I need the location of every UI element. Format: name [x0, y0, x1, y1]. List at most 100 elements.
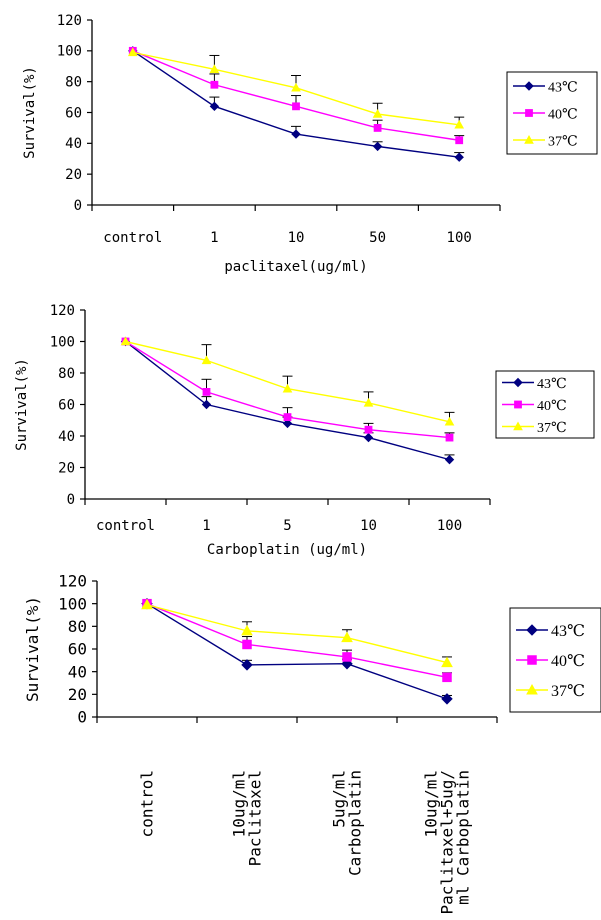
x-tick-label: 50: [369, 230, 386, 246]
y-tick-label: 120: [50, 303, 75, 319]
x-tick-label: control: [138, 770, 157, 837]
data-point: [454, 119, 465, 129]
y-tick-label: 0: [67, 492, 75, 508]
legend: 43℃ 40℃ 37℃: [495, 370, 595, 439]
series-line: [146, 604, 448, 664]
legend-label: 40℃: [551, 653, 585, 670]
y-tick-label: 80: [68, 617, 87, 636]
legend: 43℃ 40℃ 37℃: [506, 71, 598, 155]
legend-box: [509, 607, 601, 713]
legend-marker: [513, 377, 523, 388]
legend-marker: [524, 81, 534, 91]
data-point: [241, 624, 253, 636]
legend-label: 37℃: [551, 683, 585, 700]
data-point: [373, 124, 382, 132]
data-point: [363, 397, 374, 407]
data-point: [445, 433, 454, 442]
data-point: [209, 101, 220, 112]
data-point: [209, 64, 220, 74]
y-tick-label: 40: [65, 136, 82, 152]
x-tick-label: 10: [360, 518, 377, 534]
data-point: [372, 141, 383, 152]
series-line: [146, 603, 448, 679]
series-1: [141, 597, 453, 705]
y-tick-label: 120: [58, 572, 87, 591]
x-tick-label-line: Paclitaxel: [246, 770, 265, 866]
x-tick-label: control: [96, 518, 155, 534]
x-tick-label-line: 10ug/ml: [230, 770, 249, 837]
legend-label: 43℃: [537, 377, 567, 392]
data-point: [283, 413, 292, 422]
legend-label: 43℃: [548, 80, 578, 95]
series-1: [120, 336, 455, 465]
y-tick-label: 100: [58, 594, 87, 613]
x-tick-label-line: Carboplatin: [346, 770, 365, 876]
y-tick-label: 40: [58, 429, 75, 445]
data-point: [282, 418, 293, 429]
y-tick-label: 60: [58, 397, 75, 413]
x-tick-label: 10ug/mlPaclitaxel+5ug/ml Carboplatin: [422, 770, 473, 915]
data-point: [201, 399, 212, 410]
data-point: [292, 102, 300, 111]
data-point: [455, 136, 464, 145]
x-tick-label: 5ug/mlCarboplatin: [330, 770, 365, 876]
data-point: [202, 388, 211, 396]
data-point: [342, 652, 352, 662]
x-tick-label: 100: [447, 230, 472, 246]
y-tick-label: 0: [77, 708, 87, 727]
data-point: [441, 656, 453, 668]
legend-marker: [525, 109, 533, 117]
y-tick-label: 80: [58, 366, 75, 382]
data-point: [282, 383, 293, 393]
series-line: [146, 603, 448, 700]
data-point: [141, 598, 153, 610]
y-tick-label: 40: [68, 662, 87, 681]
chart-3: 0 20 40 60 80 100 120 control 10ug/mlPaclitaxel 5…: [23, 572, 601, 915]
series-line: [125, 340, 450, 461]
legend-marker: [526, 683, 538, 695]
legend-marker: [514, 400, 522, 409]
y-tick-label: 0: [74, 198, 82, 214]
y-tick-label: 100: [57, 44, 82, 60]
chart-2: 0 20 40 60 80 100 120 control 1 5 10 100 Survival(%)…: [14, 303, 595, 558]
legend-marker: [513, 421, 523, 431]
legend-label: 43℃: [551, 623, 585, 640]
data-point: [242, 639, 252, 650]
x-axis-title: paclitaxel(ug/ml): [224, 259, 367, 275]
data-point: [201, 355, 212, 365]
x-tick-label-line: Paclitaxel+5ug/: [438, 770, 457, 915]
series-3: [127, 47, 465, 129]
y-tick-label: 20: [68, 685, 87, 704]
data-point: [444, 454, 455, 465]
legend: 43℃ 40℃ 37℃: [509, 607, 601, 713]
x-tick-label-line: 5ug/ml: [330, 770, 349, 828]
data-point: [241, 659, 253, 671]
x-tick-label: 5: [283, 518, 291, 534]
x-tick-label-line: control: [138, 770, 157, 837]
x-tick-label-line: ml Carboplatin: [454, 770, 473, 905]
y-tick-label: 60: [65, 105, 82, 121]
legend-label: 40℃: [548, 107, 578, 122]
legend-marker: [526, 624, 538, 636]
y-tick-label: 100: [50, 334, 75, 350]
data-point: [372, 109, 383, 118]
x-tick-label: 10: [288, 230, 305, 246]
data-point: [364, 425, 373, 434]
legend-label: 37℃: [548, 134, 578, 149]
data-point: [291, 82, 301, 92]
x-tick-label: 100: [437, 518, 462, 534]
y-tick-label: 60: [68, 640, 87, 659]
legend-label: 37℃: [537, 421, 567, 436]
data-point: [442, 672, 452, 683]
x-tick-label: 10ug/mlPaclitaxel: [230, 770, 265, 866]
data-point: [363, 432, 374, 443]
y-tick-label: 20: [65, 167, 82, 183]
series-3: [141, 598, 453, 668]
series-3: [120, 336, 455, 426]
y-axis-title: Survival(%): [14, 358, 30, 451]
data-point: [441, 693, 453, 705]
data-point: [454, 152, 464, 162]
y-axis-title: Survival(%): [23, 596, 42, 702]
x-axis-title: Carboplatin (ug/ml): [207, 542, 367, 558]
